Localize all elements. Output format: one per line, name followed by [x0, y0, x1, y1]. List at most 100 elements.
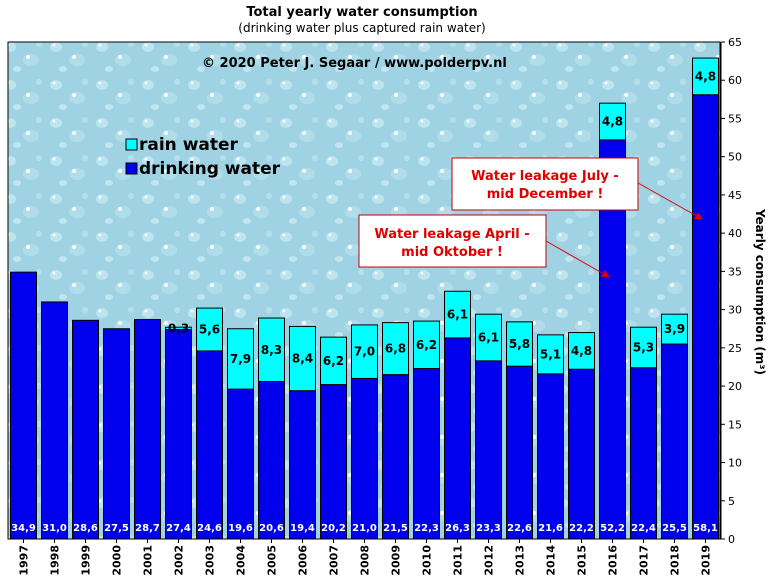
- x-tick-label-2016: 2016: [607, 545, 620, 576]
- bar-drinking-water-2009: [382, 374, 409, 540]
- y-tick-label-0: 0: [728, 533, 735, 546]
- y-ticks-group: 0 5 10 15 20 25 30 35 40 45 50 55 60 65: [721, 36, 742, 546]
- annotation-2019-line-1: Water leakage July -: [471, 169, 619, 184]
- annotation-2019-line-2: mid December !: [487, 187, 604, 202]
- label-drinking-water-2007: 20,2: [321, 523, 346, 534]
- bar-rain-water-2013: [506, 321, 533, 367]
- bar-drinking-water-2005: [258, 380, 285, 540]
- y-tick-label-60: 60: [728, 74, 742, 87]
- bar-drinking-water-2012: [475, 360, 502, 540]
- label-drinking-water-2019: 58,1: [693, 523, 718, 534]
- annotation-leakage-2016: Water leakage April - mid Oktober !: [358, 214, 610, 278]
- bar-rain-water-2002: [165, 326, 192, 330]
- bar-rain-water-2019: [692, 57, 719, 96]
- y-tick-label-55: 55: [728, 112, 742, 125]
- y-tick-label-45: 45: [728, 189, 742, 202]
- label-drinking-water-1999: 28,6: [73, 523, 98, 534]
- y-tick-label-20: 20: [728, 380, 742, 393]
- x-tick-label-2005: 2005: [266, 545, 279, 576]
- legend-swatch-drinking-water: [125, 162, 138, 175]
- label-rain-water-2015: 4,8: [571, 344, 592, 358]
- legend-swatch-rain-water: [125, 138, 138, 151]
- x-tick-label-2001: 2001: [142, 545, 155, 576]
- chart-title: Total yearly water consumption: [246, 5, 477, 20]
- bar-drinking-water-2017: [630, 367, 657, 540]
- x-tick-label-2017: 2017: [638, 545, 651, 576]
- bar-rain-water-2008: [351, 324, 378, 379]
- label-drinking-water-2018: 25,5: [662, 523, 687, 534]
- label-drinking-water-1997: 34,9: [11, 523, 36, 534]
- y-tick-label-30: 30: [728, 304, 742, 317]
- label-drinking-water-2012: 23,3: [476, 523, 501, 534]
- label-drinking-water-2008: 21,0: [352, 523, 377, 534]
- x-tick-label-2003: 2003: [204, 545, 217, 576]
- legend-label-drinking-water: drinking water: [139, 159, 281, 179]
- bar-drinking-water-1998: [41, 301, 68, 540]
- x-tick-label-2011: 2011: [452, 545, 465, 576]
- label-drinking-water-2014: 21,6: [538, 523, 563, 534]
- label-rain-water-2012: 6,1: [478, 331, 499, 345]
- bar-rain-water-2005: [258, 317, 285, 382]
- x-tick-label-2002: 2002: [173, 545, 186, 576]
- bar-drinking-water-2014: [537, 373, 564, 540]
- bar-drinking-water-2006: [289, 390, 316, 540]
- bar-rain-water-2014: [537, 334, 564, 375]
- label-rain-water-2004: 7,9: [230, 352, 251, 366]
- label-rain-water-2019: 4,8: [695, 69, 716, 83]
- bar-rain-water-2006: [289, 325, 316, 392]
- x-tick-label-2004: 2004: [235, 545, 248, 576]
- bar-drinking-water-2011: [444, 337, 471, 540]
- bar-drinking-water-2001: [134, 319, 161, 540]
- label-rain-water-2008: 7,0: [354, 345, 375, 359]
- x-tick-label-1997: 1997: [18, 545, 31, 576]
- annotation-leakage-2019: Water leakage July - mid December !: [451, 157, 703, 220]
- label-drinking-water-2006: 19,4: [290, 523, 315, 534]
- label-drinking-water-2001: 28,7: [135, 523, 160, 534]
- label-drinking-water-1998: 31,0: [42, 523, 67, 534]
- label-rain-water-2016: 4,8: [602, 115, 623, 129]
- x-tick-label-2008: 2008: [359, 545, 372, 576]
- chart-subtitle: (drinking water plus captured rain water…: [238, 21, 485, 35]
- label-drinking-water-2000: 27,5: [104, 523, 129, 534]
- x-tick-label-1998: 1998: [49, 545, 62, 576]
- bar-drinking-water-2015: [568, 368, 595, 540]
- label-drinking-water-2004: 19,6: [228, 523, 253, 534]
- y-tick-label-15: 15: [728, 418, 742, 431]
- x-tick-label-2013: 2013: [514, 545, 527, 576]
- label-rain-water-2002: 0,3: [168, 321, 189, 335]
- bar-rain-water-2009: [382, 322, 409, 376]
- x-tick-label-2007: 2007: [328, 545, 341, 576]
- annotation-arrow-2016: [545, 240, 610, 278]
- label-drinking-water-2005: 20,6: [259, 523, 284, 534]
- label-rain-water-2011: 6,1: [447, 308, 468, 322]
- value-labels-group: 34,9 31,0 28,6 27,5 28,7 0,3 27,4 5,6 24,6 7,9 19,…: [11, 69, 718, 534]
- y-tick-label-35: 35: [728, 265, 742, 278]
- bar-rain-water-2004: [227, 328, 254, 390]
- x-tick-label-2009: 2009: [390, 545, 403, 576]
- x-tick-label-2019: 2019: [700, 545, 713, 576]
- legend: rain water drinking water: [125, 135, 281, 179]
- bar-rain-water-2012: [475, 313, 502, 362]
- bar-drinking-water-2018: [661, 343, 688, 540]
- label-rain-water-2005: 8,3: [261, 343, 282, 357]
- label-rain-water-2013: 5,8: [509, 337, 530, 351]
- annotation-arrow-2019: [637, 182, 703, 220]
- annotation-box-2016: [358, 214, 547, 268]
- y-tick-label-50: 50: [728, 151, 742, 164]
- bars-group: [10, 57, 719, 540]
- y-tick-label-40: 40: [728, 227, 742, 240]
- x-tick-label-2018: 2018: [669, 545, 682, 576]
- bar-rain-water-2003: [196, 307, 223, 352]
- bar-drinking-water-2003: [196, 350, 223, 540]
- bar-drinking-water-2010: [413, 367, 440, 540]
- bar-drinking-water-1997: [10, 271, 37, 540]
- x-tick-label-2006: 2006: [297, 545, 310, 576]
- legend-label-rain-water: rain water: [139, 135, 239, 155]
- bar-rain-water-2011: [444, 290, 471, 339]
- label-rain-water-2009: 6,8: [385, 342, 406, 356]
- x-tick-label-2015: 2015: [576, 545, 589, 576]
- label-drinking-water-2011: 26,3: [445, 523, 470, 534]
- copyright-notice: © 2020 Peter J. Segaar / www.polderpv.nl: [202, 56, 507, 71]
- label-rain-water-2003: 5,6: [199, 322, 220, 336]
